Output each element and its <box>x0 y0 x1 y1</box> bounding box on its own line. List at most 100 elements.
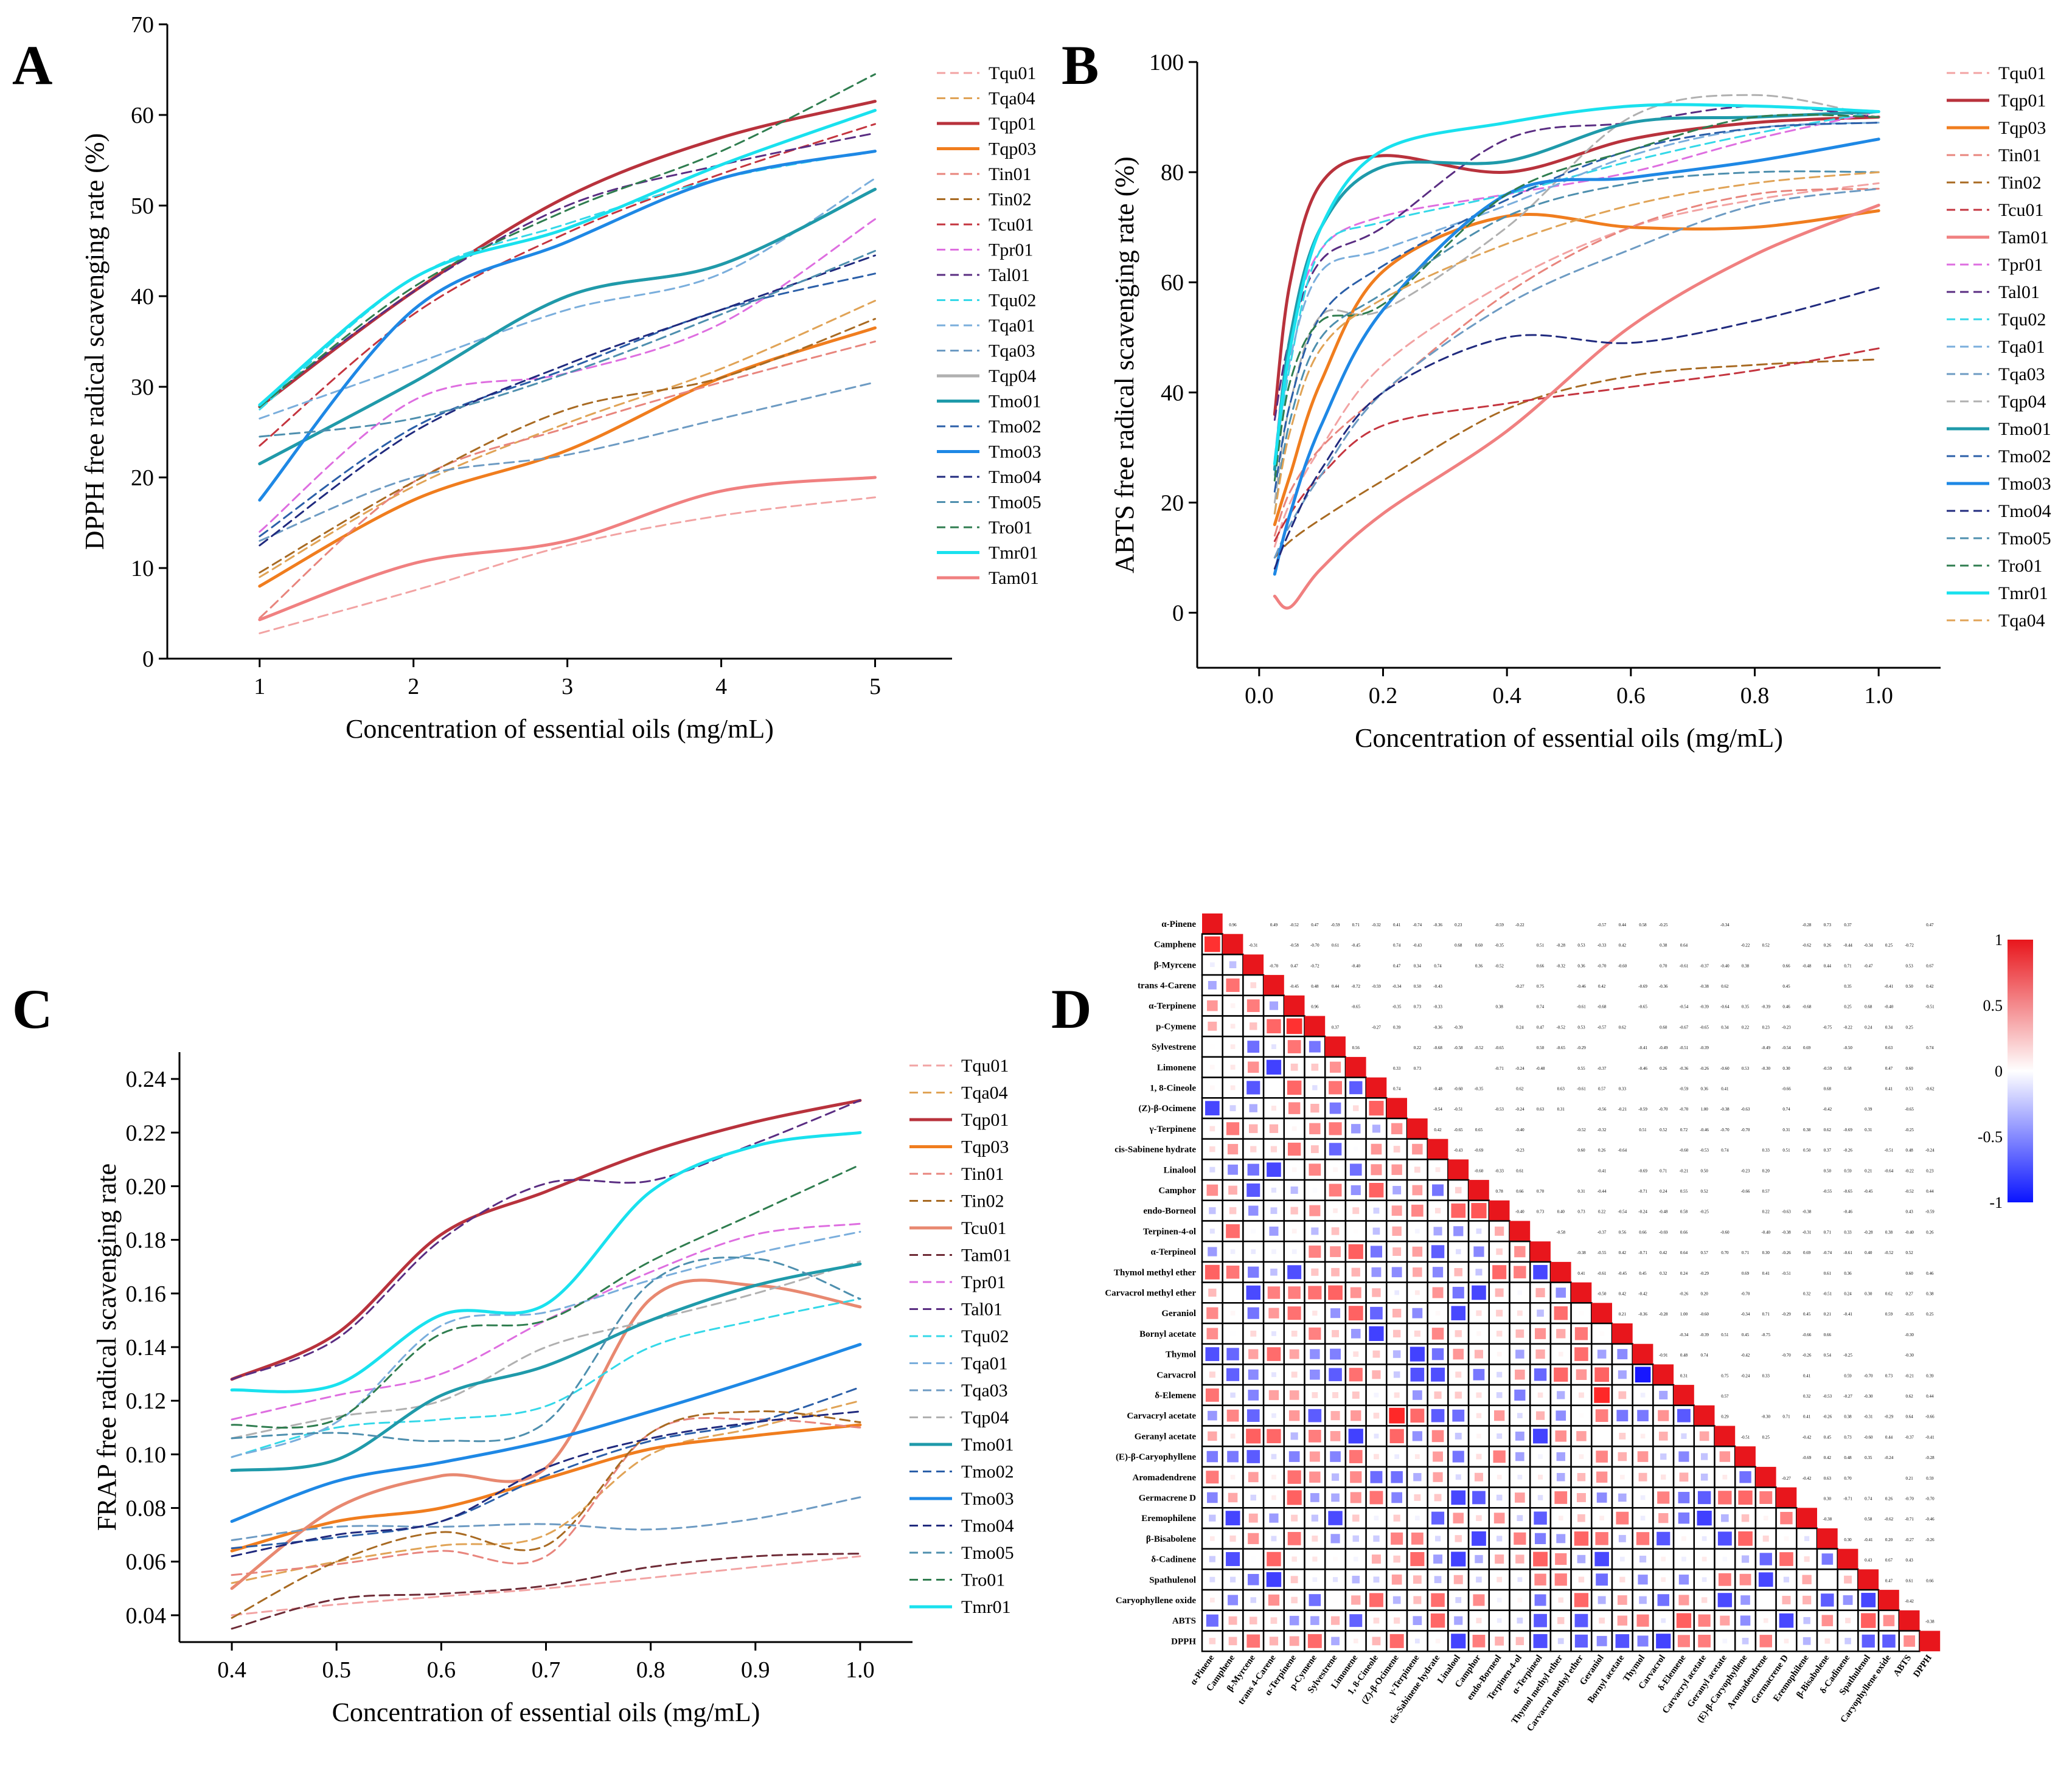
heatmap-coefficient: -0.65 <box>1905 1107 1914 1112</box>
heatmap-square <box>1763 1598 1768 1603</box>
heatmap-square <box>1759 1553 1772 1565</box>
heatmap-square <box>1308 1286 1322 1300</box>
heatmap-square <box>1824 1577 1830 1582</box>
heatmap-square <box>1413 1267 1422 1277</box>
y-tick-label: 10 <box>131 556 154 581</box>
heatmap-coefficient: -0.65 <box>1556 1045 1565 1050</box>
heatmap-square <box>1291 1596 1298 1604</box>
heatmap-square <box>1658 1432 1668 1441</box>
heatmap-coefficient: -0.36 <box>1638 1312 1647 1317</box>
heatmap-square <box>1497 1598 1502 1603</box>
heatmap-square <box>1681 1433 1687 1439</box>
heatmap-square <box>1599 1617 1605 1624</box>
heatmap-square <box>1738 1531 1753 1546</box>
heatmap-square <box>1208 1288 1217 1297</box>
series-line-tqa03 <box>1273 187 1880 559</box>
legend-label: Tmo04 <box>1998 501 2051 521</box>
y-tick-label: 0 <box>142 646 154 672</box>
heatmap-square <box>1435 1311 1441 1316</box>
x-tick-label: 2 <box>408 674 419 699</box>
heatmap-square <box>1497 1536 1503 1542</box>
series-line-tmo03 <box>258 150 877 502</box>
heatmap-coefficient: 0.38 <box>1660 943 1667 948</box>
legend-label: Tam01 <box>989 568 1039 588</box>
heatmap-coefficient: 0.71 <box>1782 1415 1790 1419</box>
heatmap-square <box>1574 1613 1588 1627</box>
series-line-tqu01 <box>259 496 876 634</box>
heatmap-square <box>1268 1308 1279 1319</box>
heatmap-square <box>1312 1188 1318 1193</box>
heatmap-coefficient: 0.42 <box>1619 1250 1627 1255</box>
heatmap-coefficient: -0.41 <box>1597 1168 1607 1173</box>
heatmap-coefficient: -0.52 <box>1495 963 1504 968</box>
heatmap-square <box>1312 1310 1318 1316</box>
heatmap-square <box>1435 1536 1441 1542</box>
series-line-tqu02 <box>231 1298 861 1458</box>
heatmap-square <box>1882 1634 1896 1648</box>
heatmap-square <box>1410 1409 1425 1423</box>
heatmap-square <box>1391 1205 1402 1216</box>
heatmap-coefficient: 0.30 <box>1762 1250 1770 1255</box>
heatmap-diagonal-cell <box>1919 1631 1941 1652</box>
heatmap-square <box>1597 1596 1606 1604</box>
heatmap-coefficient: -0.27 <box>1515 984 1524 989</box>
heatmap-square <box>1247 1307 1259 1319</box>
legend-label: Tqp01 <box>961 1110 1009 1130</box>
heatmap-coefficient: -0.43 <box>1454 1148 1463 1153</box>
heatmap-coefficient: -0.46 <box>1577 984 1586 989</box>
heatmap-square <box>1514 1389 1526 1401</box>
heatmap-square <box>1433 1227 1442 1236</box>
heatmap-coefficient: 0.26 <box>1598 1148 1606 1153</box>
heatmap-coefficient: 0.48 <box>1680 1353 1688 1358</box>
heatmap-coefficient: 0.36 <box>1577 963 1585 968</box>
heatmap-coefficient: -0.26 <box>1843 1148 1852 1153</box>
heatmap-square <box>1266 1572 1282 1587</box>
heatmap-square <box>1227 1450 1239 1463</box>
heatmap-coefficient: 0.38 <box>1496 1005 1504 1010</box>
heatmap-coefficient: -0.70 <box>1720 1128 1730 1132</box>
heatmap-square <box>1373 1207 1380 1214</box>
heatmap-square <box>1412 1185 1423 1196</box>
heatmap-square <box>1391 1471 1403 1483</box>
heatmap-coefficient: -0.75 <box>1823 1025 1832 1030</box>
heatmap-square <box>1271 1106 1277 1111</box>
heatmap-coefficient: 0.33 <box>1844 1230 1852 1235</box>
heatmap-square <box>1638 1472 1647 1482</box>
heatmap-coefficient: 0.20 <box>1885 1537 1893 1542</box>
heatmap-square <box>1206 1614 1219 1627</box>
heatmap-diagonal-cell <box>1694 1405 1715 1426</box>
heatmap-diagonal-cell <box>1489 1200 1510 1221</box>
y-tick-label: 0 <box>1172 600 1184 626</box>
heatmap-square <box>1414 1166 1420 1173</box>
heatmap-coefficient: -0.72 <box>1310 963 1319 968</box>
heatmap-coefficient: -0.25 <box>1700 1210 1709 1215</box>
heatmap-square <box>1883 1615 1895 1626</box>
heatmap-square <box>1472 1491 1486 1505</box>
heatmap-coefficient: 0.62 <box>1619 1025 1627 1030</box>
heatmap-square <box>1330 1451 1341 1462</box>
heatmap-coefficient: -0.47 <box>1864 963 1873 968</box>
heatmap-square <box>1762 1535 1769 1542</box>
heatmap-square <box>1369 1593 1383 1607</box>
heatmap-coefficient: 0.42 <box>1434 1128 1442 1132</box>
heatmap-square <box>1579 1413 1584 1418</box>
heatmap-square <box>1414 1330 1420 1337</box>
heatmap-diagonal-cell <box>1632 1343 1653 1365</box>
heatmap-coefficient: -0.32 <box>1372 923 1381 927</box>
heatmap-diagonal-cell <box>1817 1528 1838 1549</box>
heatmap-coefficient: -0.28 <box>1864 1230 1873 1235</box>
heatmap-coefficient: -0.43 <box>1413 943 1422 948</box>
heatmap-coefficient: 0.41 <box>1393 923 1401 927</box>
heatmap-square <box>1678 1512 1690 1524</box>
heatmap-square <box>1845 1618 1851 1624</box>
heatmap-square <box>1556 1452 1565 1461</box>
heatmap-square <box>1209 1146 1215 1152</box>
heatmap-coefficient: 0.38 <box>1844 1415 1852 1419</box>
heatmap-coefficient: -0.48 <box>1433 1086 1442 1091</box>
heatmap-square <box>1495 1554 1504 1564</box>
heatmap-square <box>1329 1081 1343 1095</box>
heatmap-coefficient: -0.39 <box>1700 1045 1709 1050</box>
heatmap-square <box>1230 1003 1236 1008</box>
heatmap-coefficient: -0.71 <box>1905 1517 1914 1522</box>
heatmap-coefficient: 0.51 <box>1721 1333 1729 1337</box>
